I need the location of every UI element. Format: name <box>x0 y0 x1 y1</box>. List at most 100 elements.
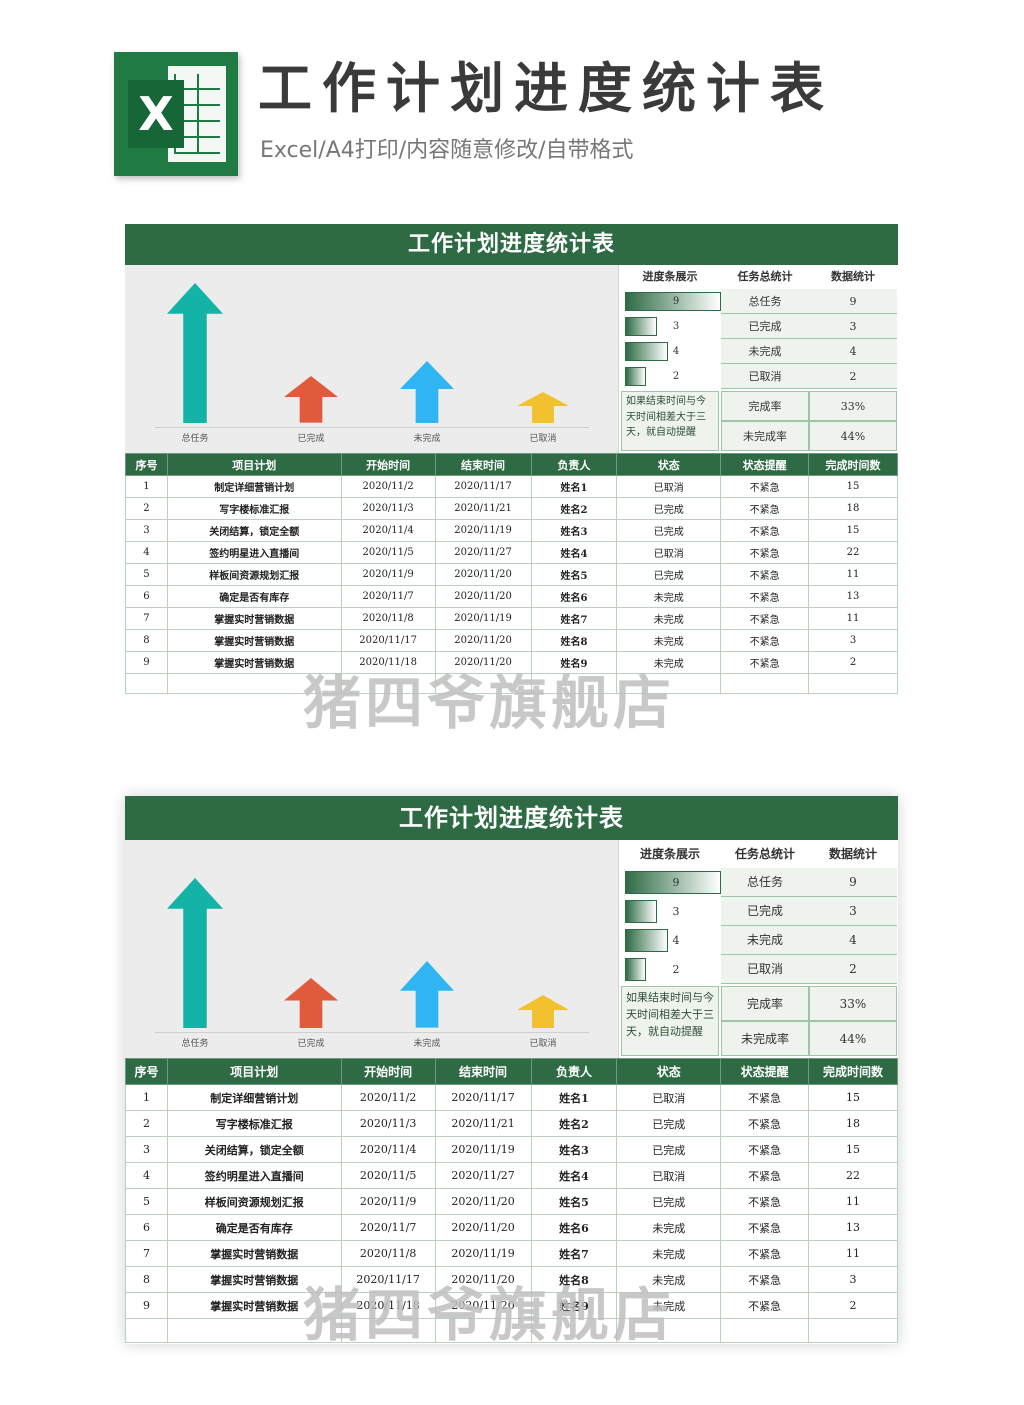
table-cell: 姓名8 <box>530 1266 618 1293</box>
table-cell: 不紧急 <box>720 1084 810 1111</box>
table-cell-empty <box>720 1318 810 1343</box>
table-cell: 已完成 <box>616 1110 722 1137</box>
table-cell: 已取消 <box>616 475 722 498</box>
table-cell: 2020/11/17 <box>434 475 532 498</box>
table-cell: 15 <box>808 519 898 542</box>
chart-arrow-label: 未完成 <box>413 1039 441 1049</box>
progress-bar-cell: 9 <box>625 871 721 894</box>
table-row: 6 确定是否有库存 2020/11/7 2020/11/20 姓名6 未完成 不紧急 13 <box>125 585 898 608</box>
table-cell: 2020/11/19 <box>434 519 532 542</box>
table-row: 7 掌握实时营销数据 2020/11/8 2020/11/19 姓名7 未完成 不紧急 11 <box>125 1240 898 1267</box>
table-cell: 不紧急 <box>720 585 810 608</box>
table-cell: 已取消 <box>616 1162 722 1189</box>
table-cell: 姓名1 <box>530 1084 618 1111</box>
table-cell: 8 <box>125 1266 168 1293</box>
table-cell: 已完成 <box>616 1136 722 1163</box>
chart-arrow-2 <box>284 978 338 1028</box>
stats-panel: 进度条展示 任务总统计 数据统计 9 总任务 9 3 已完成 3 4 未完成 4 2 已取消 2 如果结束时间… <box>619 840 898 1058</box>
rate-label: 未完成率 <box>721 421 809 451</box>
arrow-chart: 总任务 已完成 未完成 已取消 <box>125 840 619 1058</box>
table-cell: 姓名3 <box>530 519 618 542</box>
table-cell: 2020/11/19 <box>434 607 532 630</box>
table-cell: 制定详细营销计划 <box>166 475 342 498</box>
table-row-empty <box>125 673 898 694</box>
table-cell: 姓名1 <box>530 475 618 498</box>
chart-arrow-label: 总任务 <box>181 434 209 444</box>
table-cell: 3 <box>125 519 168 542</box>
table-column-header: 状态 <box>616 1058 722 1085</box>
stats-value: 3 <box>809 897 897 926</box>
chart-arrow-2 <box>284 376 338 423</box>
stats-label: 未完成 <box>721 926 809 955</box>
table-cell: 2020/11/5 <box>340 1162 436 1189</box>
table-row: 9 掌握实时营销数据 2020/11/18 2020/11/20 姓名9 未完成 不紧急 2 <box>125 1292 898 1319</box>
progress-bar-fill <box>625 958 647 981</box>
table-cell: 已取消 <box>616 1084 722 1111</box>
table-column-header: 状态提醒 <box>720 1058 810 1085</box>
table-cell: 2020/11/27 <box>434 541 532 564</box>
sheet-title: 工作计划进度统计表 <box>125 224 898 265</box>
table-cell: 姓名2 <box>530 497 618 520</box>
table-cell: 2020/11/18 <box>340 651 436 674</box>
stats-value: 3 <box>809 314 897 339</box>
table-cell: 9 <box>125 651 168 674</box>
table-cell: 掌握实时营销数据 <box>166 651 342 674</box>
progress-bar-value: 3 <box>672 321 680 332</box>
table-cell: 写字楼标准汇报 <box>166 1110 342 1137</box>
sheet-title: 工作计划进度统计表 <box>125 796 898 840</box>
table-column-header: 开始时间 <box>340 1058 436 1085</box>
table-cell: 关闭结算，锁定全额 <box>166 519 342 542</box>
table-cell: 18 <box>808 1110 898 1137</box>
table-cell: 未完成 <box>616 607 722 630</box>
table-cell: 2 <box>125 497 168 520</box>
table-cell: 掌握实时营销数据 <box>166 629 342 652</box>
table-row: 2 写字楼标准汇报 2020/11/3 2020/11/21 姓名2 已完成 不紧急 18 <box>125 497 898 520</box>
rate-value: 44% <box>809 421 897 451</box>
table-column-header: 序号 <box>125 453 168 476</box>
stats-header: 数据统计 <box>828 847 877 861</box>
table-cell: 掌握实时营销数据 <box>166 1240 342 1267</box>
table-cell: 2020/11/21 <box>434 1110 532 1137</box>
table-column-header: 负责人 <box>530 1058 618 1085</box>
table-row: 5 样板间资源规划汇报 2020/11/9 2020/11/20 姓名5 已完成 不紧急 11 <box>125 563 898 586</box>
table-row: 3 关闭结算，锁定全额 2020/11/4 2020/11/19 姓名3 已完成 不紧急 15 <box>125 1136 898 1163</box>
table-cell: 2020/11/20 <box>434 1266 532 1293</box>
chart-baseline <box>155 427 589 428</box>
table-cell: 关闭结算，锁定全额 <box>166 1136 342 1163</box>
chart-arrow-4 <box>517 994 569 1028</box>
table-cell-empty <box>616 1318 722 1343</box>
table-cell: 制定详细营销计划 <box>166 1084 342 1111</box>
progress-bar-cell: 2 <box>625 958 721 981</box>
progress-bar-fill <box>625 317 657 336</box>
table-cell: 22 <box>808 1162 898 1189</box>
table-cell-empty <box>340 673 436 694</box>
table-cell: 未完成 <box>616 585 722 608</box>
table-cell: 已完成 <box>616 519 722 542</box>
table-cell: 13 <box>808 1214 898 1241</box>
chart-arrow-label: 已完成 <box>297 1039 325 1049</box>
table-cell: 8 <box>125 629 168 652</box>
table-cell: 2 <box>808 1292 898 1319</box>
rate-label: 完成率 <box>721 391 809 421</box>
table-cell: 姓名6 <box>530 585 618 608</box>
table-cell: 姓名5 <box>530 563 618 586</box>
table-cell: 样板间资源规划汇报 <box>166 1188 342 1215</box>
table-cell: 不紧急 <box>720 1110 810 1137</box>
table-cell: 姓名2 <box>530 1110 618 1137</box>
table-cell: 2020/11/20 <box>434 629 532 652</box>
table-cell: 22 <box>808 541 898 564</box>
table-cell-empty <box>808 1318 898 1343</box>
table-cell: 15 <box>808 475 898 498</box>
chart-arrow-3 <box>400 360 454 423</box>
stats-value: 4 <box>809 926 897 955</box>
table-cell: 2020/11/20 <box>434 1214 532 1241</box>
table-cell: 2020/11/20 <box>434 563 532 586</box>
table-cell: 2020/11/4 <box>340 519 436 542</box>
table-cell: 2020/11/19 <box>434 1240 532 1267</box>
table-cell: 4 <box>125 1162 168 1189</box>
table-cell: 6 <box>125 1214 168 1241</box>
table-column-header: 状态提醒 <box>720 453 810 476</box>
table-cell: 7 <box>125 1240 168 1267</box>
table-column-header: 结束时间 <box>434 1058 532 1085</box>
table-cell: 13 <box>808 585 898 608</box>
